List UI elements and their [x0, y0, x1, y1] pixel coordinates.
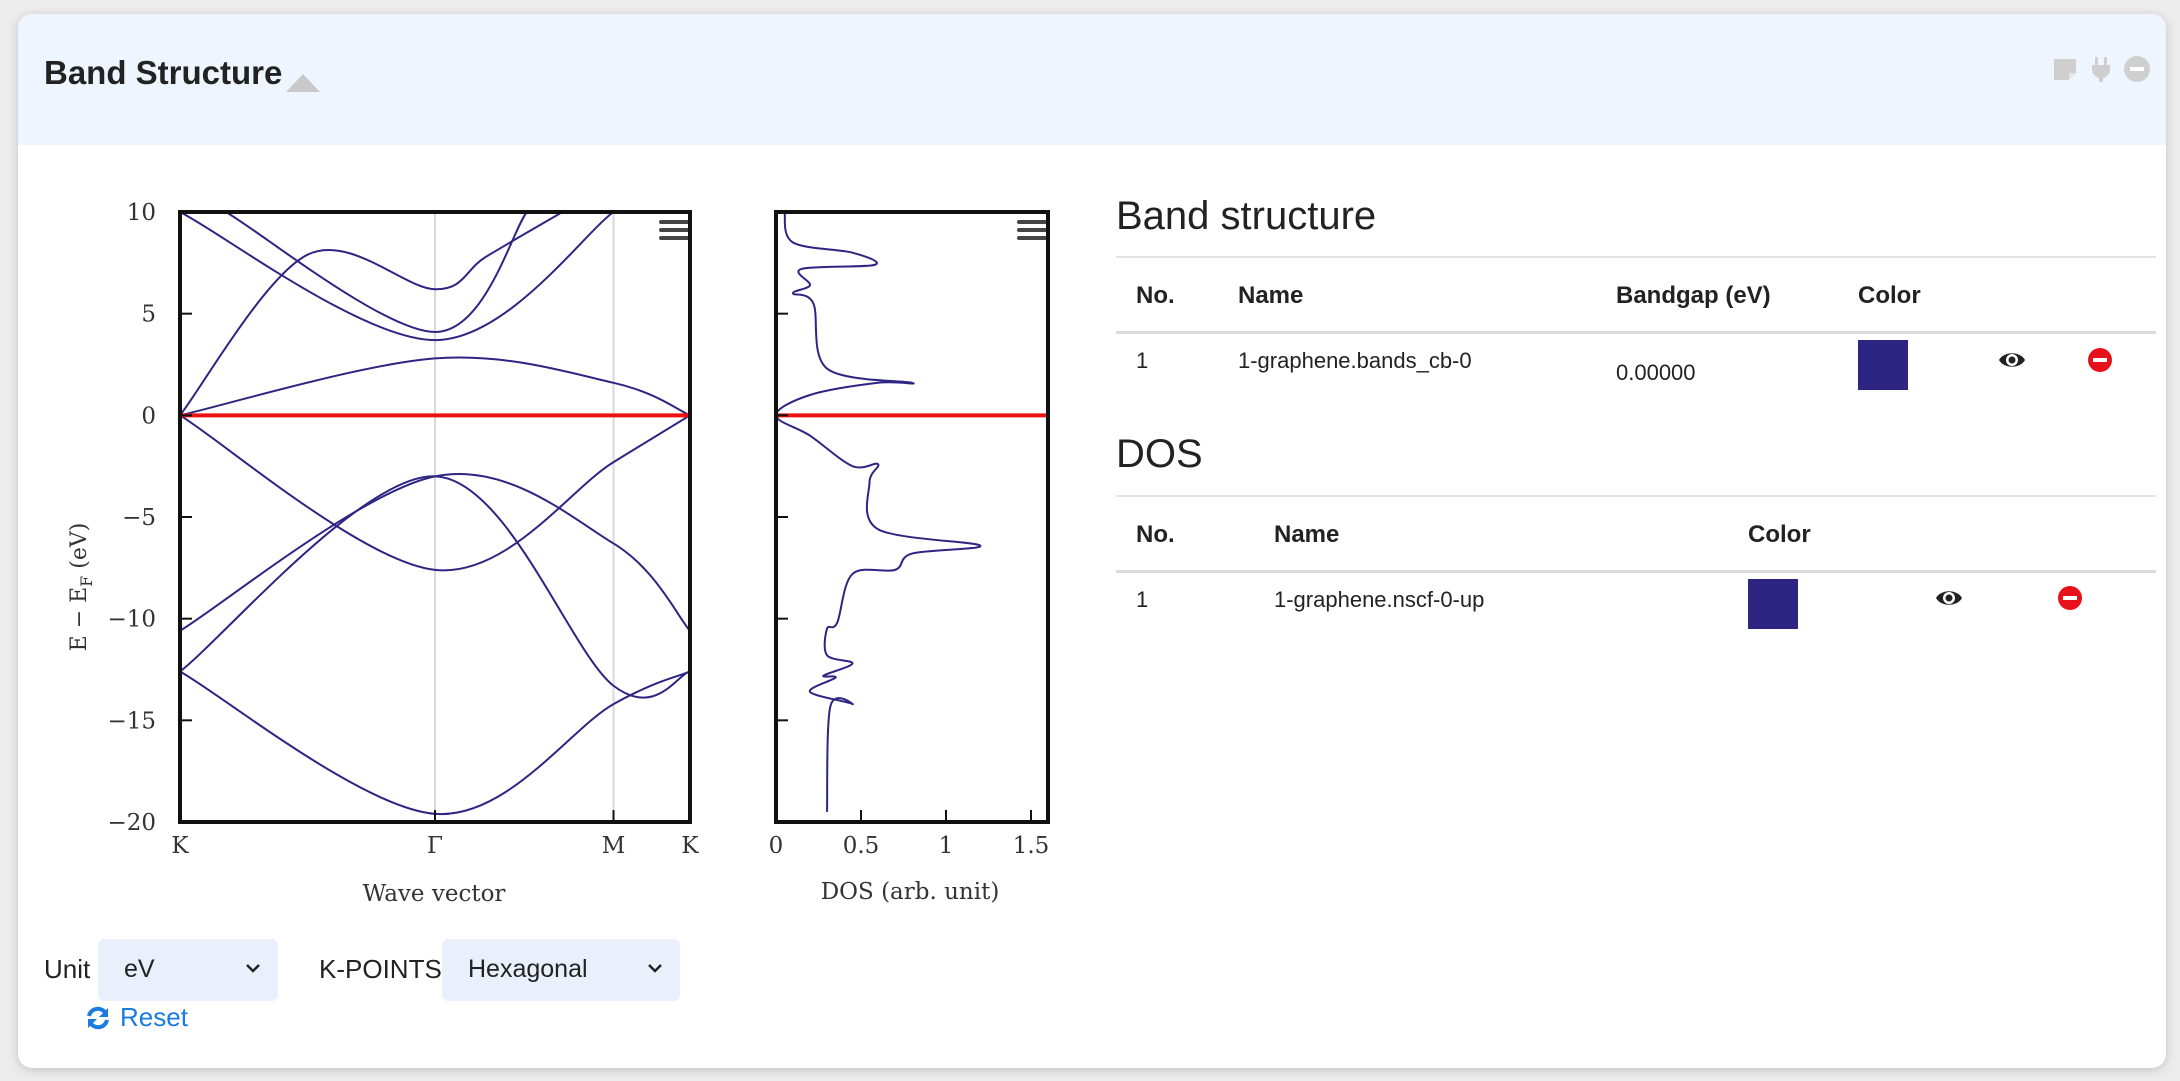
- dos-table-title: DOS: [1116, 432, 1203, 476]
- dos-header-name: Name: [1274, 521, 1340, 548]
- band-structure-card: Band Structure E − EF (eV) Wave vector 1…: [18, 14, 2166, 1068]
- band-header-name: Name: [1238, 282, 1304, 309]
- dos-row-name: 1-graphene.nscf-0-up: [1274, 587, 1485, 612]
- band-line-1: [180, 475, 690, 699]
- kpoints-select-value: Hexagonal: [468, 955, 588, 983]
- band-x-tick-label-1: Γ: [427, 833, 443, 859]
- dos-header-no: No.: [1136, 521, 1175, 548]
- chevron-down-icon: [648, 964, 662, 973]
- dos-x-tick-label-0: 0: [769, 833, 784, 859]
- band-y-tick-label-0: 10: [127, 200, 156, 226]
- band-ylabel-sub: F: [77, 576, 96, 587]
- band-structure-svg: E − EF (eV) Wave vector 10 5 0 −5 −10 −15 −20 K…: [67, 200, 699, 907]
- note-icon[interactable]: [2050, 54, 2080, 84]
- dos-color-swatch[interactable]: [1748, 579, 1798, 629]
- dos-header-color: Color: [1748, 521, 1811, 548]
- band-table-top-divider: [1116, 256, 2156, 258]
- dos-table-top-divider: [1116, 495, 2156, 497]
- remove-circle-icon[interactable]: [2056, 584, 2084, 612]
- dos-lines-group: [776, 212, 982, 812]
- dos-xlabel: DOS (arb. unit): [821, 879, 1000, 905]
- band-y-tick-label-4: −10: [107, 607, 156, 633]
- band-row-bandgap: 0.00000: [1616, 360, 1696, 385]
- band-line-3: [180, 414, 690, 572]
- dos-line-0: [776, 212, 982, 812]
- band-y-tick-label-1: 5: [141, 302, 156, 328]
- band-line-4: [180, 356, 690, 417]
- minus-circle-icon[interactable]: [2122, 54, 2152, 84]
- band-header-color: Color: [1858, 282, 1921, 309]
- band-row-name: 1-graphene.bands_cb-0: [1238, 348, 1472, 373]
- dos-svg: DOS (arb. unit) 0 0.5 1 1.5: [769, 210, 1050, 905]
- band-y-tick-label-5: −15: [107, 708, 156, 734]
- plug-icon[interactable]: [2086, 54, 2116, 84]
- band-ylabel-unit: (eV): [67, 523, 92, 576]
- dos-table-header-divider: [1116, 570, 2156, 573]
- unit-select[interactable]: eV: [98, 939, 278, 1001]
- band-y-tick-label-6: −20: [107, 810, 156, 836]
- band-header-bandgap: Bandgap (eV): [1616, 282, 1771, 309]
- reset-button[interactable]: Reset: [84, 1002, 188, 1033]
- dos-x-tick-label-1: 0.5: [843, 833, 880, 859]
- band-line-2: [180, 473, 690, 632]
- kpoints-label: K-POINTS: [319, 954, 442, 984]
- band-ylabel-main: E − E: [67, 587, 92, 652]
- band-color-swatch[interactable]: [1858, 340, 1908, 390]
- band-header-no: No.: [1136, 282, 1175, 309]
- band-line-0: [180, 670, 690, 815]
- card-header: Band Structure: [18, 14, 2166, 145]
- band-line-5: [180, 212, 615, 342]
- remove-circle-icon[interactable]: [2086, 346, 2114, 374]
- collapse-caret-icon[interactable]: [286, 74, 320, 92]
- dos-menu-icon[interactable]: [1017, 220, 1047, 240]
- band-table-title: Band structure: [1116, 194, 1377, 238]
- band-menu-icon[interactable]: [659, 220, 689, 240]
- band-line-6: [225, 212, 528, 333]
- eye-icon[interactable]: [1998, 346, 2026, 374]
- kpoints-select[interactable]: Hexagonal: [442, 939, 680, 1001]
- band-line-7: [180, 212, 564, 416]
- band-x-tick-label-3: K: [681, 833, 699, 859]
- eye-icon[interactable]: [1935, 584, 1963, 612]
- unit-select-value: eV: [124, 955, 155, 983]
- band-x-tick-label-2: M: [602, 833, 626, 859]
- refresh-icon: [87, 1006, 109, 1029]
- band-xlabel: Wave vector: [363, 881, 506, 907]
- card-title: Band Structure: [44, 54, 283, 91]
- chevron-down-icon: [246, 964, 260, 973]
- dos-row-no: 1: [1136, 587, 1149, 612]
- band-y-tick-label-3: −5: [122, 505, 156, 531]
- dos-x-tick-label-2: 1: [939, 833, 954, 859]
- band-x-tick-label-0: K: [171, 833, 189, 859]
- dos-plot-frame: [774, 210, 1050, 824]
- band-y-tick-label-2: 0: [141, 403, 156, 429]
- reset-label: Reset: [120, 1002, 188, 1032]
- band-lines-group: [180, 212, 690, 815]
- dos-x-tick-label-3: 1.5: [1013, 833, 1050, 859]
- band-ylabel: E − EF (eV): [67, 523, 96, 652]
- band-row-no: 1: [1136, 348, 1149, 373]
- band-table-header-divider: [1116, 331, 2156, 334]
- unit-label: Unit: [44, 954, 91, 984]
